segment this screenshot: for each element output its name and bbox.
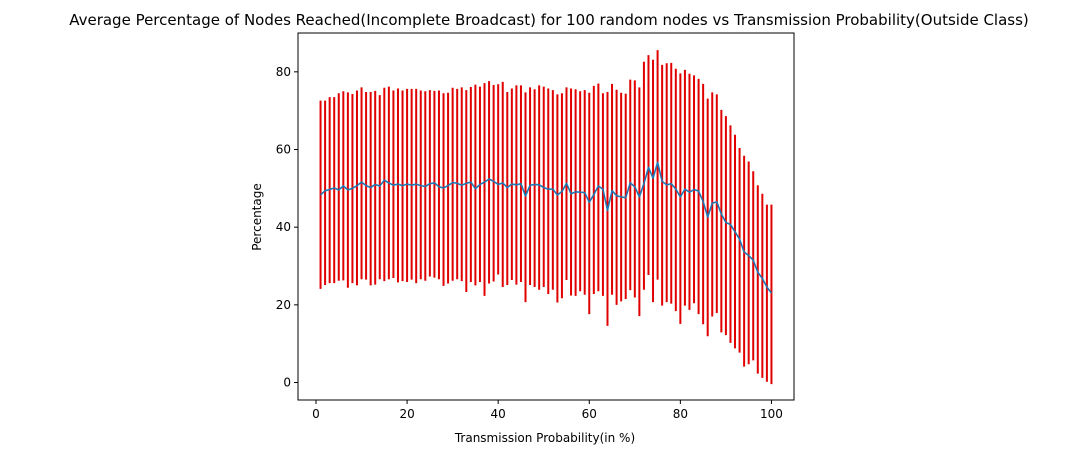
plot-area <box>319 50 773 385</box>
y-tick-label: 60 <box>276 143 291 157</box>
x-axis-label: Transmission Probability(in %) <box>454 431 635 445</box>
y-tick-label: 0 <box>283 376 291 390</box>
mean-line <box>320 161 773 294</box>
y-tick-label: 20 <box>276 298 291 312</box>
x-tick-label: 80 <box>673 407 688 421</box>
y-axis: 0 20 40 60 80 <box>276 65 298 390</box>
x-axis: 0 20 40 60 80 100 <box>312 400 783 421</box>
x-tick-label: 100 <box>760 407 783 421</box>
plot-frame <box>297 32 795 401</box>
y-tick-label: 40 <box>276 220 291 234</box>
y-tick-label: 80 <box>276 65 291 79</box>
x-tick-label: 0 <box>312 407 320 421</box>
chart-title: Average Percentage of Nodes Reached(Inco… <box>69 11 1029 29</box>
y-axis-label: Percentage <box>250 183 264 251</box>
x-tick-label: 40 <box>491 407 506 421</box>
x-tick-label: 20 <box>399 407 414 421</box>
x-tick-label: 60 <box>582 407 597 421</box>
